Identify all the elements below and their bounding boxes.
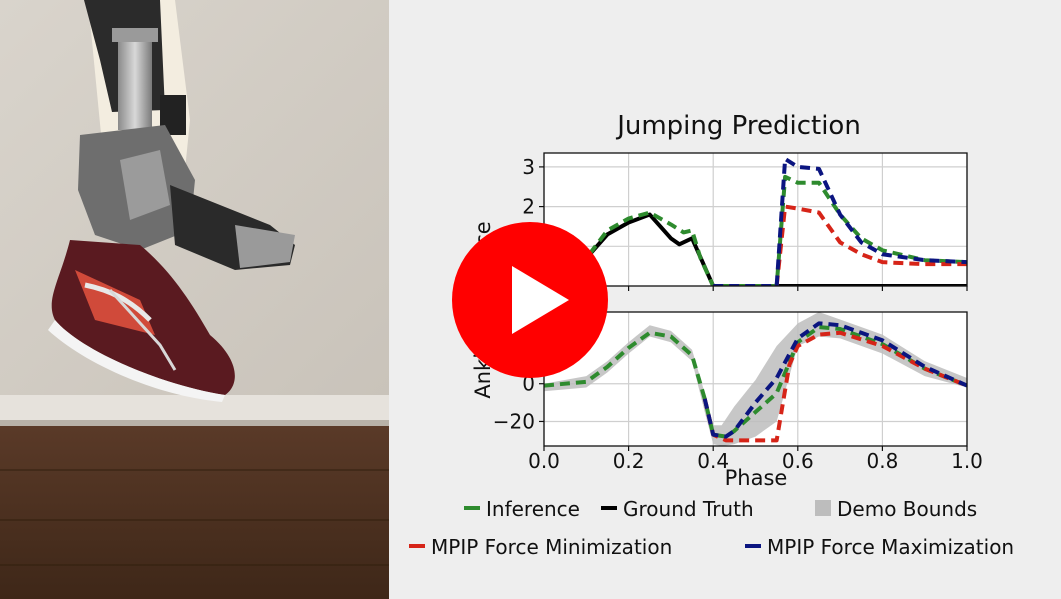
legend-label-mpip-force-minimization: MPIP Force Minimization <box>431 535 672 559</box>
x-tick-label: 0.8 <box>866 449 898 473</box>
series-line-mpip-force-maximization <box>702 321 967 439</box>
series-line-inference <box>544 174 967 286</box>
series-line-mpip-force-minimization <box>702 330 967 443</box>
x-tick-label: 0.0 <box>528 449 560 473</box>
y-tick-label: 2 <box>522 195 535 219</box>
jumping-prediction-chart: Jumping Prediction 123−2000.00.20.40.60.… <box>409 111 1014 559</box>
legend-label-ground-truth: Ground Truth <box>623 497 754 521</box>
chart-legend: Inference Ground Truth Demo Bounds MPIP For… <box>409 497 1014 559</box>
demo-bounds-band <box>544 312 967 446</box>
legend-label-demo-bounds: Demo Bounds <box>837 497 977 521</box>
subplot-1: 123 <box>522 152 968 291</box>
series-line-inference <box>544 325 967 439</box>
y-tick-label: −20 <box>493 409 535 433</box>
x-tick-label: 1.0 <box>951 449 983 473</box>
series-line-ground-truth <box>544 212 967 286</box>
legend-label-mpip-force-maximization: MPIP Force Maximization <box>767 535 1014 559</box>
play-icon <box>512 266 569 334</box>
play-button[interactable] <box>452 222 608 378</box>
legend-swatch-demo-bounds <box>815 500 831 516</box>
prosthetic-leg-photo <box>0 0 389 599</box>
x-tick-label: 0.6 <box>782 449 814 473</box>
x-axis-label: Phase <box>725 466 788 490</box>
plot-frame <box>543 152 968 287</box>
chart-panel: Jumping Prediction 123−2000.00.20.40.60.… <box>389 0 1061 599</box>
series-line-mpip-force-minimization <box>713 204 967 286</box>
y-tick-label: 3 <box>522 155 535 179</box>
plot-frame <box>543 311 968 447</box>
x-tick-label: 0.4 <box>697 449 729 473</box>
video-frame-photo <box>0 0 389 599</box>
series-line-mpip-force-maximization <box>713 156 967 286</box>
chart-title: Jumping Prediction <box>615 111 861 141</box>
legend-label-inference: Inference <box>486 497 580 521</box>
x-tick-label: 0.2 <box>613 449 645 473</box>
subplot-marks <box>544 312 967 446</box>
subplot-marks <box>544 156 967 286</box>
